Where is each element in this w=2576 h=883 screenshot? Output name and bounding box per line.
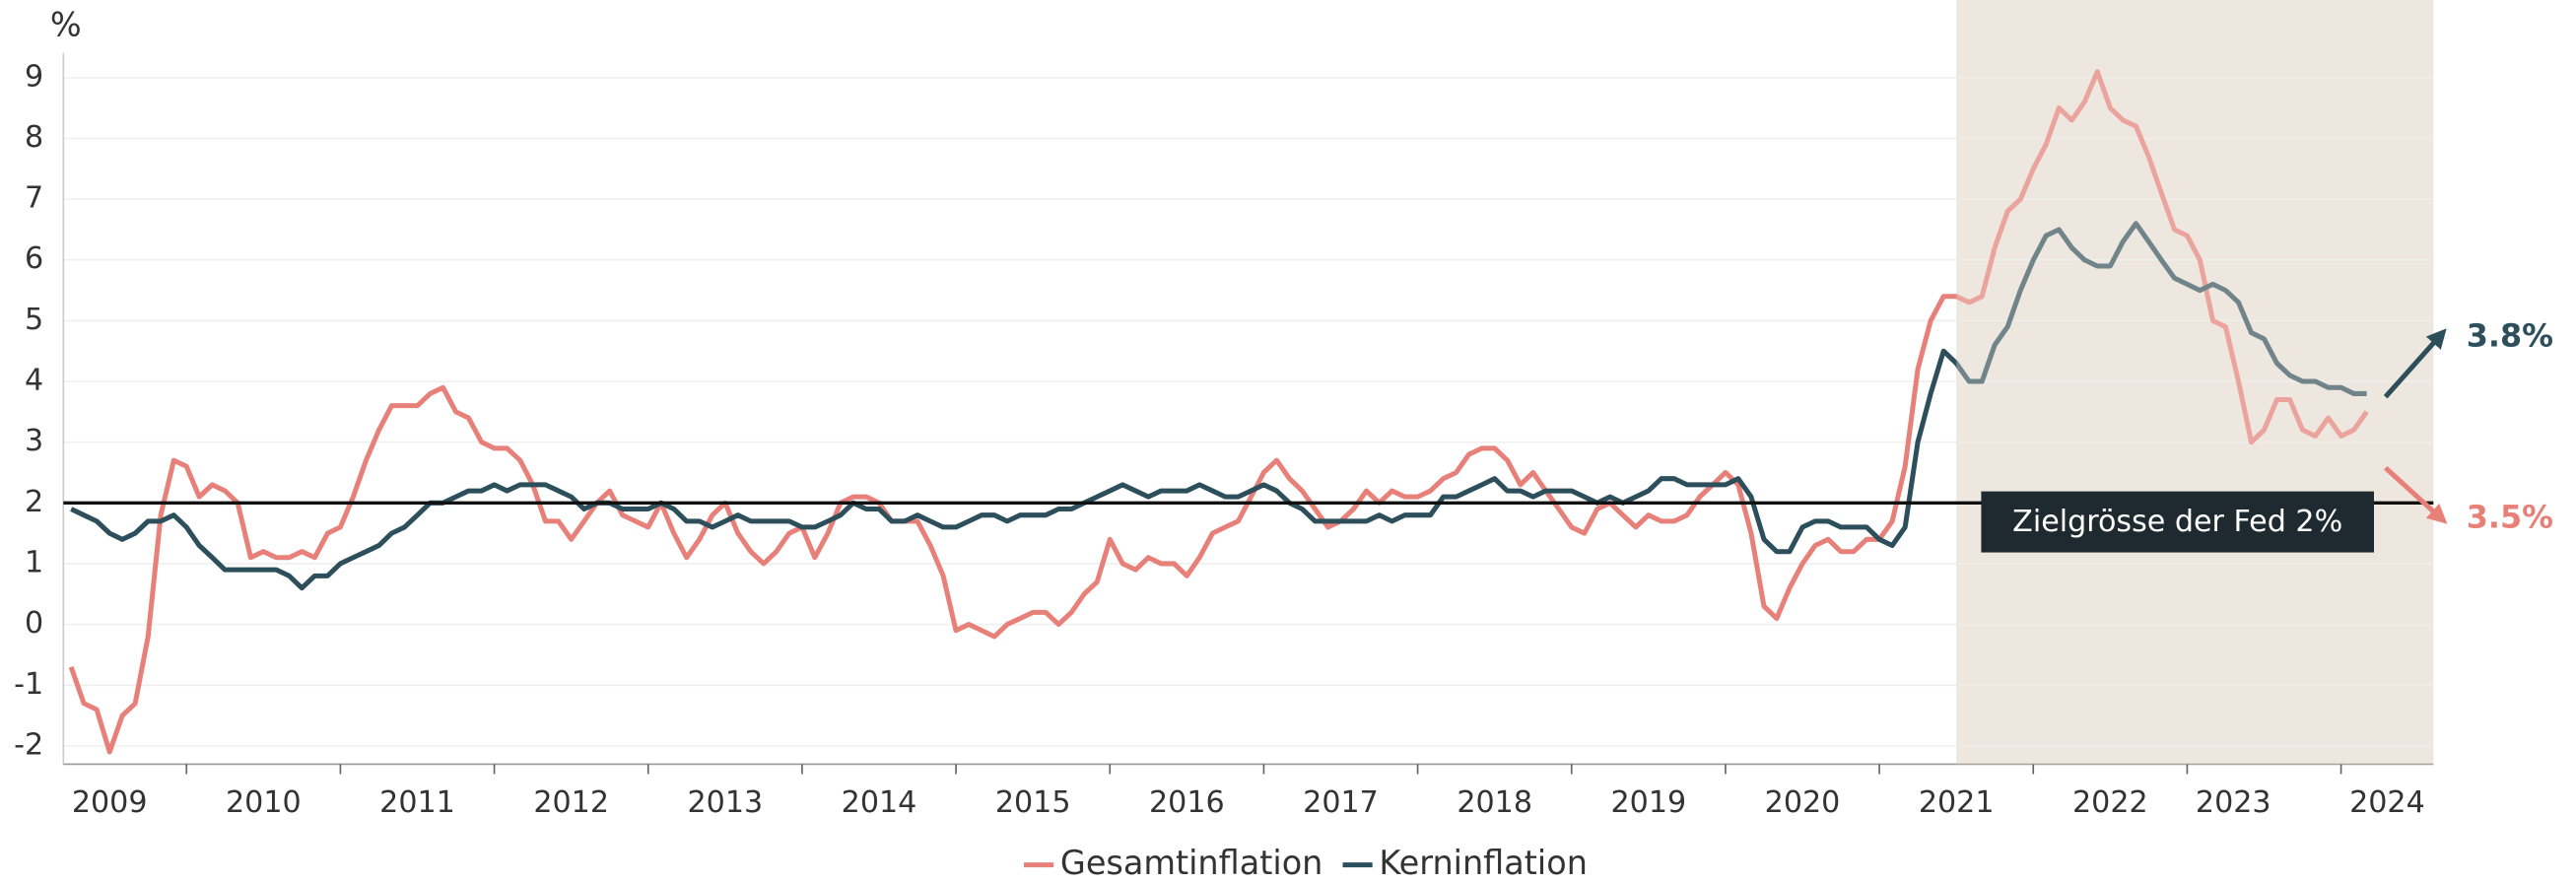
y-tick-label: 0 [25,606,43,641]
x-tick-label: 2010 [226,785,302,820]
legend-label: Gesamtinflation [1060,844,1323,882]
x-tick-label: 2019 [1611,785,1687,820]
x-tick-label: 2011 [379,785,455,820]
end-arrow [2383,328,2447,399]
y-tick-label: 1 [25,545,43,579]
end-label: 3.8% [2467,316,2553,354]
x-tick-label: 2021 [1919,785,1995,820]
x-tick-label: 2014 [842,785,917,820]
x-tick-label: 2009 [72,785,148,820]
series-line [68,69,2369,755]
x-tick-label: 2022 [2072,785,2148,820]
y-tick-label: 8 [25,120,43,155]
x-tick-label: 2015 [995,785,1071,820]
y-tick-label: 4 [25,364,43,398]
x-tick-label: 2018 [1457,785,1532,820]
end-arrow [2384,465,2448,524]
y-tick-label: -2 [14,727,43,762]
reference-label-box [1981,491,2374,553]
y-axis-label: % [50,5,82,43]
y-tick-label: 2 [25,485,43,519]
y-tick-label: 3 [25,424,43,458]
y-tick-label: 7 [25,181,43,216]
y-tick-label: 5 [25,303,43,337]
x-tick-label: 2012 [533,785,609,820]
x-tick-label: 2017 [1303,785,1379,820]
legend-label: Kerninflation [1379,844,1588,882]
y-tick-label: 6 [25,241,43,276]
series-line [70,221,2367,591]
x-tick-label: 2013 [688,785,764,820]
highlight-overlay [1956,0,2434,765]
x-tick-label: 2023 [2196,785,2271,820]
reference-label: Zielgrösse der Fed 2% [2012,505,2342,539]
x-tick-label: 2020 [1765,785,1841,820]
end-label: 3.5% [2467,499,2553,536]
x-tick-label: 2016 [1149,785,1225,820]
y-tick-label: 9 [25,59,43,94]
y-tick-label: -1 [14,667,43,702]
x-tick-label: 2024 [2349,785,2425,820]
